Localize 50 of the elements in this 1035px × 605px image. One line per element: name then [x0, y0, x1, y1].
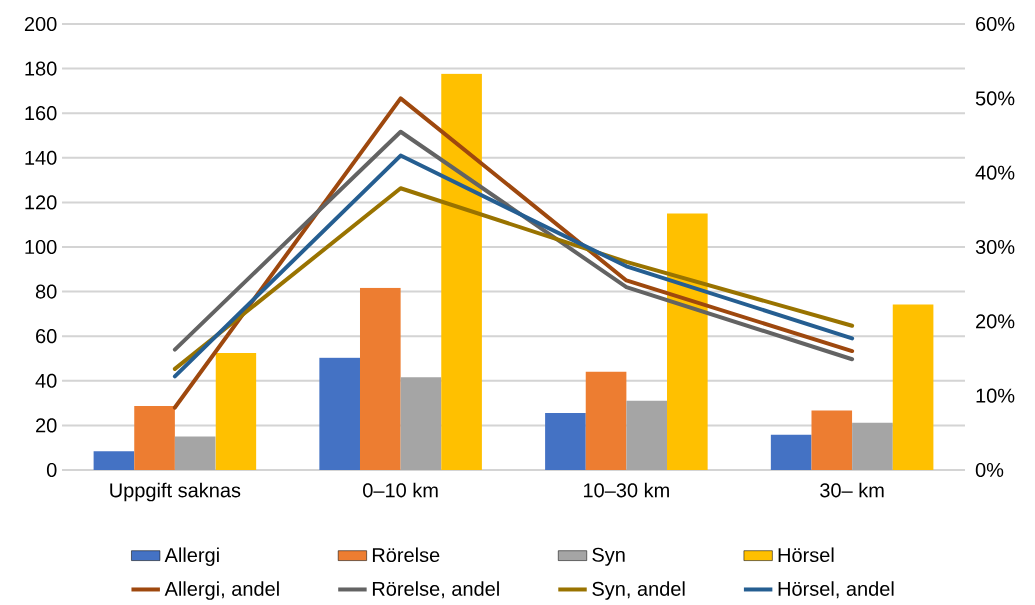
- line-series: [172, 186, 855, 371]
- y2-tick-label: 0%: [975, 462, 1004, 478]
- bar: [545, 412, 586, 470]
- y-tick-label: 40: [35, 373, 57, 388]
- bar: [359, 287, 401, 470]
- bar: [585, 371, 627, 470]
- line-series: [172, 129, 855, 362]
- bar: [811, 410, 853, 470]
- legend-label: Hörsel: [778, 547, 834, 563]
- x-tick-label: 10–30 km: [583, 482, 669, 498]
- y-tick-label: 140: [25, 150, 57, 165]
- legend-label: Rörelse: [372, 547, 440, 563]
- y-tick-label: 120: [25, 195, 57, 210]
- y-tick-label: 60: [36, 329, 57, 344]
- y-tick-label: 80: [35, 284, 57, 299]
- legend-label: Allergi, andel: [164, 581, 279, 600]
- y2-tick-label: 40%: [975, 165, 1015, 180]
- bar: [852, 422, 893, 470]
- y2-tick-label: 30%: [975, 239, 1015, 255]
- x-tick-label: 0–10 km: [363, 482, 438, 498]
- bar: [770, 434, 812, 470]
- legend-label: Syn, andel: [592, 581, 685, 600]
- y2-tick-label: 50%: [975, 91, 1015, 106]
- bar: [215, 352, 257, 470]
- y-tick-label: 100: [25, 239, 57, 255]
- legend-label: Syn: [592, 547, 625, 566]
- bar: [441, 73, 482, 470]
- bar: [174, 436, 216, 470]
- y-tick-label: 160: [25, 106, 57, 121]
- legend-label: Hörsel, andel: [778, 581, 894, 599]
- bar: [319, 357, 360, 470]
- legend-label: Rörelse, andel: [372, 581, 499, 599]
- legend-label: Allergi: [164, 547, 219, 567]
- y-tick-label: 200: [24, 16, 57, 32]
- bar: [134, 405, 175, 470]
- x-tick-label: 30– km: [820, 482, 884, 498]
- x-tick-label: Uppgift saknas: [110, 482, 241, 502]
- line-series: [172, 153, 855, 379]
- y2-tick-label: 10%: [976, 388, 1015, 403]
- line-series: [172, 96, 855, 410]
- y2-tick-label: 20%: [976, 314, 1015, 329]
- bar: [667, 213, 708, 470]
- y-tick-label: 180: [25, 61, 57, 76]
- y2-tick-label: 60%: [976, 16, 1015, 32]
- bar: [400, 377, 442, 470]
- bar: [93, 451, 135, 470]
- y-tick-label: 20: [36, 418, 57, 433]
- bar: [626, 400, 668, 470]
- y-tick-label: 0: [46, 462, 57, 478]
- bar: [892, 304, 934, 470]
